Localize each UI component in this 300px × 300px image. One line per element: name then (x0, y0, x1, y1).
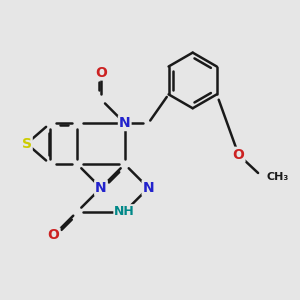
Text: O: O (48, 228, 59, 242)
Text: N: N (142, 181, 154, 195)
Text: O: O (95, 65, 107, 80)
Text: S: S (22, 137, 32, 151)
Text: N: N (95, 181, 107, 195)
Text: N: N (119, 116, 130, 130)
Text: NH: NH (114, 205, 135, 218)
Text: O: O (232, 148, 244, 162)
Text: CH₃: CH₃ (267, 172, 289, 182)
